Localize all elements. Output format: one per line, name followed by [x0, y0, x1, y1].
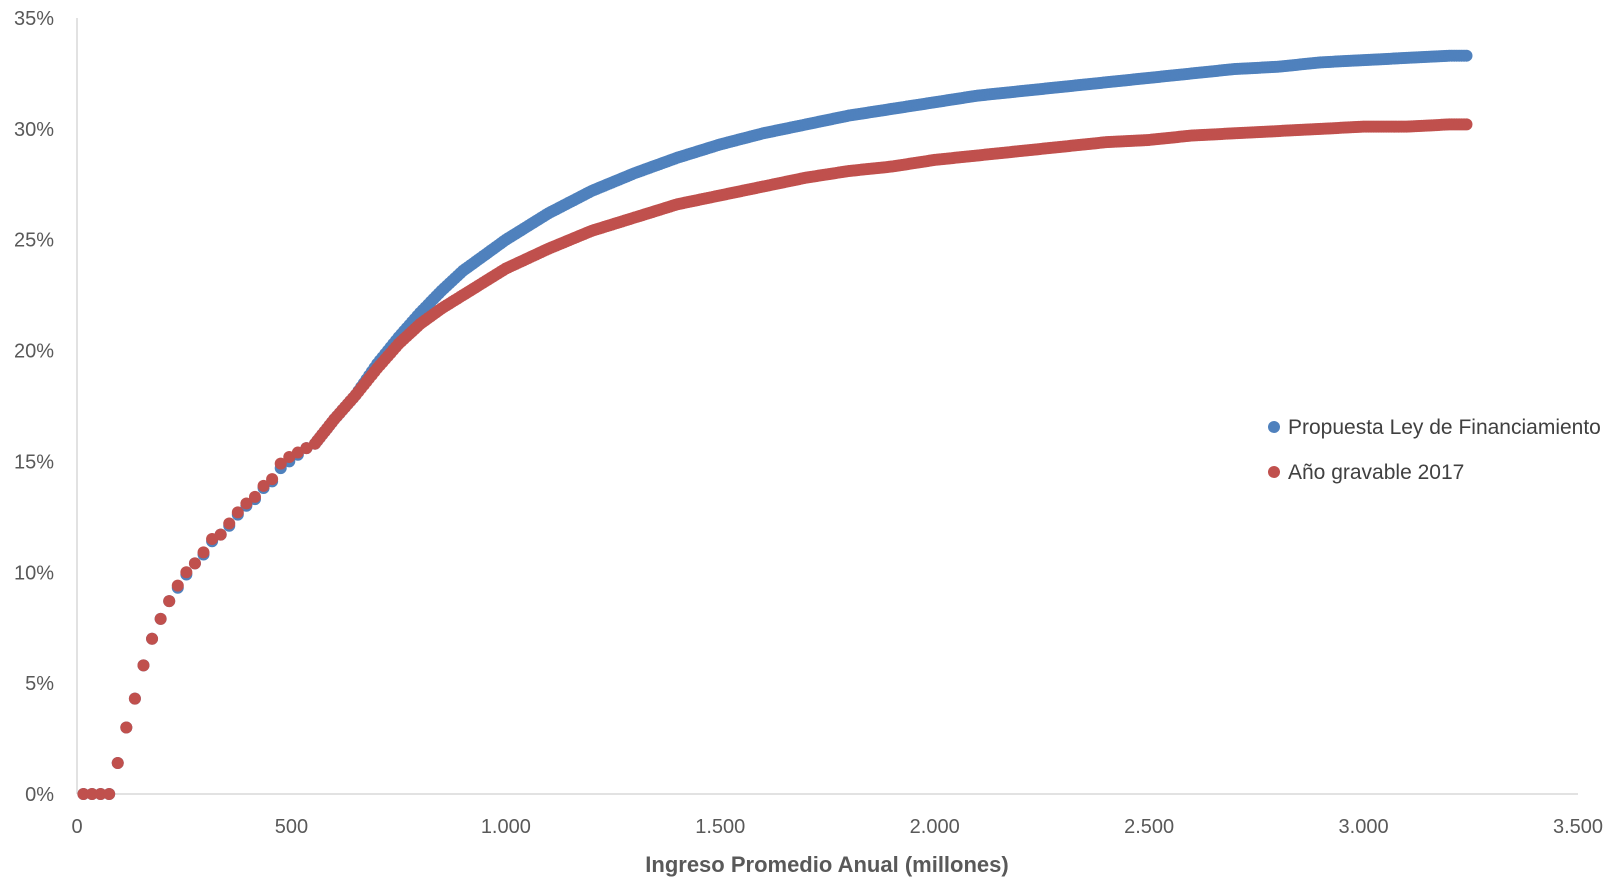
y-tick-labels: 0% 5% 10% 15% 20% 25% 30% 35%	[14, 8, 54, 806]
data-point	[94, 788, 107, 800]
data-point	[154, 612, 167, 625]
legend-marker-icon	[1268, 421, 1280, 433]
series-ano-gravable-2017	[77, 118, 1473, 800]
data-point	[188, 557, 201, 570]
data-point	[120, 721, 133, 734]
data-series	[77, 49, 1473, 800]
y-tick-label: 20%	[14, 341, 54, 363]
data-point	[1460, 49, 1473, 62]
y-tick-label: 35%	[14, 8, 54, 30]
data-point	[240, 497, 253, 510]
x-tick-label: 500	[275, 816, 308, 838]
y-tick-label: 25%	[14, 230, 54, 252]
legend-item: Propuesta Ley de Financiamiento	[1268, 416, 1601, 439]
y-tick-label: 15%	[14, 451, 54, 473]
data-point	[1460, 118, 1473, 131]
x-tick-label: 1.500	[695, 816, 745, 838]
data-point	[171, 579, 184, 592]
y-tick-label: 0%	[25, 784, 54, 806]
data-point	[266, 473, 279, 486]
legend-item: Año gravable 2017	[1268, 461, 1464, 484]
x-tick-label: 3.000	[1339, 816, 1389, 838]
data-point	[274, 457, 287, 470]
data-point	[223, 517, 236, 530]
data-point	[180, 566, 193, 579]
x-axis-title: Ingreso Promedio Anual (millones)	[645, 852, 1008, 877]
x-tick-label: 2.500	[1124, 816, 1174, 838]
data-point	[86, 788, 99, 800]
legend-marker-icon	[1268, 466, 1280, 478]
y-tick-label: 30%	[14, 119, 54, 141]
data-point	[77, 788, 90, 800]
x-tick-label: 0	[71, 816, 82, 838]
series-propuesta-ley	[77, 49, 1473, 800]
axes	[76, 18, 1578, 795]
x-tick-label: 1.000	[481, 816, 531, 838]
data-point	[231, 506, 244, 519]
data-point	[146, 632, 159, 645]
data-point	[128, 692, 141, 705]
data-point	[197, 546, 210, 559]
data-point	[103, 788, 116, 800]
data-point	[248, 490, 261, 503]
y-tick-label: 5%	[25, 673, 54, 695]
y-tick-label: 10%	[14, 562, 54, 584]
data-point	[214, 528, 227, 541]
legend-label: Propuesta Ley de Financiamiento	[1288, 416, 1601, 439]
data-point	[137, 659, 150, 672]
data-point	[111, 756, 124, 769]
legend: Propuesta Ley de Financiamiento Año grava…	[1268, 416, 1601, 484]
data-point	[163, 595, 176, 608]
x-tick-label: 2.000	[910, 816, 960, 838]
data-point	[257, 479, 270, 492]
x-tick-label: 3.500	[1553, 816, 1603, 838]
x-tick-labels: 0 500 1.000 1.500 2.000 2.500 3.000 3.500	[71, 816, 1603, 838]
legend-label: Año gravable 2017	[1288, 461, 1464, 484]
